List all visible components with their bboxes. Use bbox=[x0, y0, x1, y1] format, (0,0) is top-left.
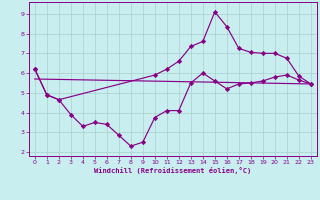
X-axis label: Windchill (Refroidissement éolien,°C): Windchill (Refroidissement éolien,°C) bbox=[94, 167, 252, 174]
